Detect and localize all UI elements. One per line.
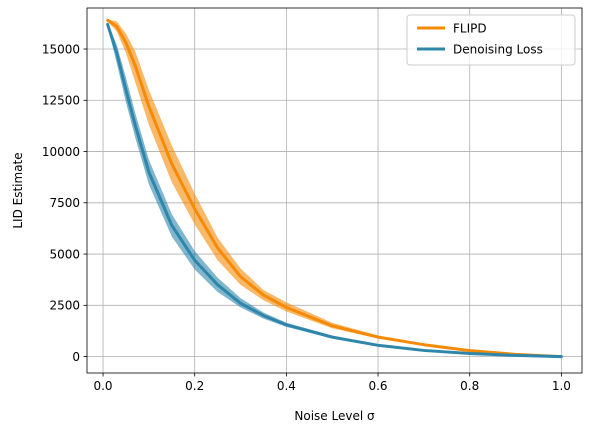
series-lines — [106, 18, 563, 359]
x-tick-label: 0.4 — [277, 379, 296, 393]
legend-label-denoising-loss: Denoising Loss — [453, 42, 543, 56]
y-tick-label: 0 — [72, 350, 80, 364]
x-tick-label: 1.0 — [552, 379, 571, 393]
y-tick-label: 15000 — [42, 42, 80, 56]
x-tick-label: 0.2 — [185, 379, 204, 393]
legend-box — [406, 14, 576, 66]
y-tick-label: 12500 — [42, 94, 80, 108]
y-tick-label: 7500 — [49, 196, 80, 210]
y-axis-label: LID Estimate — [11, 152, 25, 228]
plot-frame — [86, 7, 583, 374]
x-tick-label: 0.8 — [460, 379, 479, 393]
legend-label-flipd: FLIPD — [453, 21, 487, 35]
y-tick-label: 5000 — [49, 247, 80, 261]
grid-lines — [87, 8, 582, 373]
axis-ticks: 0.0 0.2 0.4 0.6 0.8 1.0 0 2500 5000 7500 10000 1250… — [42, 42, 571, 393]
x-tick-label: 0.0 — [93, 379, 112, 393]
x-axis-label: Noise Level σ — [294, 409, 375, 423]
denoising-loss-line — [106, 22, 563, 359]
y-tick-label: 10000 — [42, 145, 80, 159]
x-tick-label: 0.6 — [368, 379, 387, 393]
flipd-line — [106, 18, 563, 359]
y-tick-label: 2500 — [49, 299, 80, 313]
legend: FLIPD Denoising Loss — [406, 14, 576, 66]
